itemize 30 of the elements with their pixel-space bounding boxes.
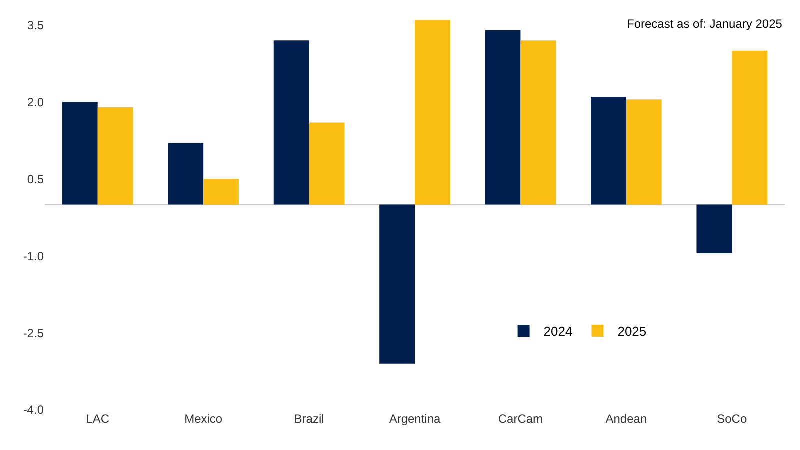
bar (98, 107, 134, 205)
x-tick-label: CarCam (498, 412, 544, 426)
bar (204, 179, 239, 205)
x-tick-label: Andean (606, 412, 648, 426)
y-tick-label: 3.5 (27, 18, 44, 32)
bar (62, 102, 98, 205)
y-tick-label: -2.5 (23, 326, 44, 340)
y-tick-label: -4.0 (23, 403, 44, 418)
bar (591, 97, 626, 205)
y-tick-label: -1.0 (23, 249, 44, 264)
legend-label: 2024 (544, 324, 573, 340)
x-tick-label: Brazil (294, 412, 324, 426)
x-tick-label: Argentina (389, 412, 442, 426)
annotation: Forecast as of: January 2025 (627, 17, 783, 31)
bar (274, 40, 310, 205)
bar (168, 143, 204, 205)
bar (520, 40, 556, 205)
bar (626, 100, 662, 205)
bar (380, 204, 415, 364)
bar (485, 30, 521, 205)
x-tick-label: SoCo (717, 412, 748, 426)
bar (696, 204, 732, 254)
y-tick-label: 0.5 (27, 172, 44, 186)
bar (309, 122, 345, 205)
y-tick-label: 2.0 (27, 95, 44, 110)
bar (732, 50, 768, 205)
x-tick-label: LAC (86, 412, 110, 426)
x-tick-label: Mexico (184, 412, 223, 426)
bar (415, 20, 450, 205)
legend-label: 2025 (618, 324, 647, 340)
